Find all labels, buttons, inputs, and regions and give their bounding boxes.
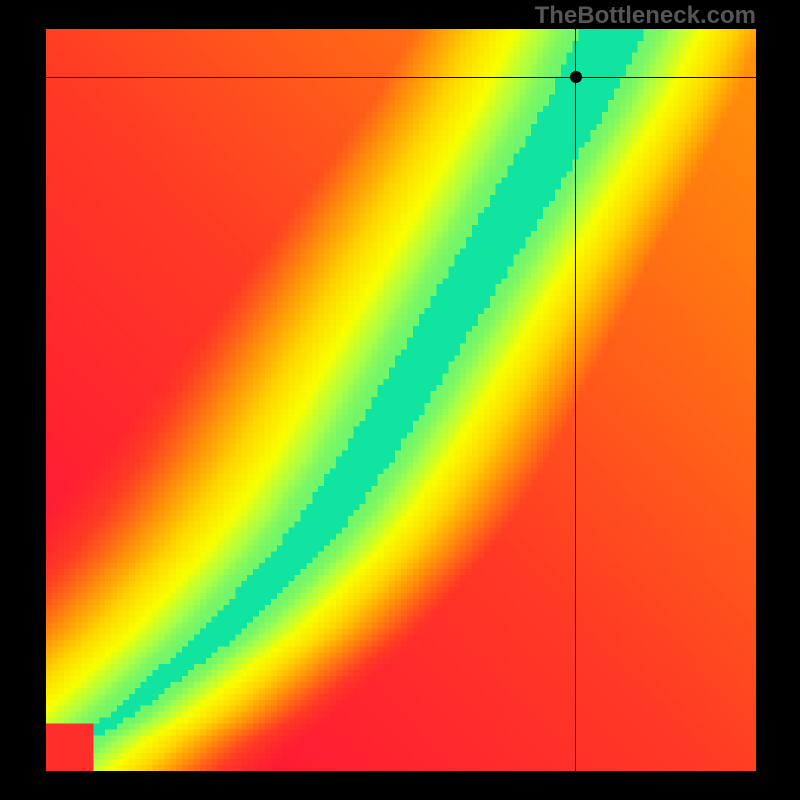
selection-marker bbox=[570, 71, 582, 83]
bottleneck-heatmap bbox=[46, 29, 756, 771]
chart-container: TheBottleneck.com bbox=[0, 0, 800, 800]
crosshair-horizontal bbox=[46, 77, 756, 78]
watermark-text: TheBottleneck.com bbox=[535, 2, 756, 30]
crosshair-vertical bbox=[575, 29, 576, 771]
